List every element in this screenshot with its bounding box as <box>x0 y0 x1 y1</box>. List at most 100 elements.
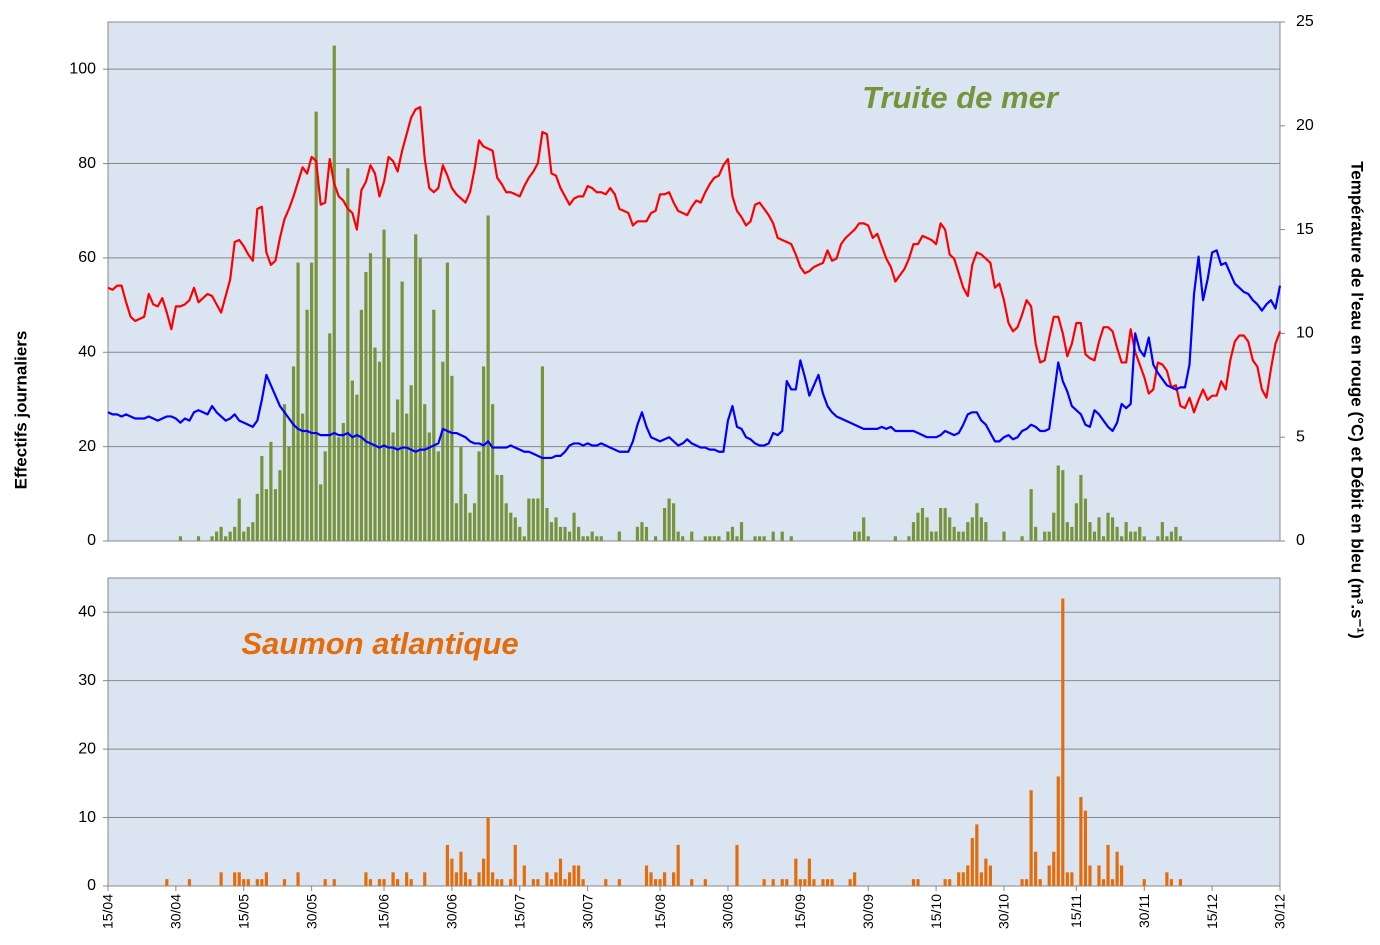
bar <box>187 879 192 886</box>
bar <box>599 536 603 541</box>
y2-tick-label: 10 <box>1296 325 1314 342</box>
bar <box>1174 526 1178 541</box>
bar <box>1034 526 1038 541</box>
bar <box>970 517 974 541</box>
y2-tick-label: 15 <box>1296 221 1314 238</box>
bar <box>246 879 250 886</box>
bar <box>427 432 431 541</box>
x-tick-label: 15/11 <box>1068 894 1084 928</box>
bar <box>300 413 305 541</box>
bar <box>595 536 599 541</box>
bar <box>513 844 517 886</box>
bar <box>332 879 336 886</box>
bar <box>291 366 296 541</box>
bar <box>165 879 169 886</box>
x-tick-label: 30/12 <box>1272 894 1288 929</box>
bar <box>970 838 974 886</box>
bar <box>907 536 911 541</box>
bar <box>386 257 391 541</box>
bar <box>219 872 223 886</box>
bar <box>382 229 386 541</box>
y-tick-label: 60 <box>78 249 96 266</box>
bar <box>1061 598 1065 886</box>
bar <box>979 517 983 541</box>
bar <box>662 507 667 541</box>
bar <box>943 507 947 541</box>
bar <box>1092 531 1097 541</box>
bar <box>495 474 499 541</box>
bar <box>780 531 784 541</box>
bar <box>1178 536 1183 541</box>
bar <box>577 865 581 886</box>
bar <box>658 879 662 886</box>
x-tick-label: 15/09 <box>792 894 808 929</box>
bar <box>1088 522 1092 541</box>
x-tick-label: 15/05 <box>235 894 251 929</box>
bar <box>1178 879 1183 886</box>
bar <box>328 333 332 541</box>
bar <box>667 498 671 541</box>
bar <box>1120 536 1124 541</box>
bar <box>1061 470 1065 541</box>
y-tick-label: 10 <box>78 809 96 826</box>
bar <box>1029 489 1033 541</box>
y-tick-label: 40 <box>78 603 96 620</box>
bar <box>1029 790 1033 886</box>
bar <box>522 865 526 886</box>
bar <box>581 536 585 541</box>
bar <box>1142 536 1146 541</box>
bar <box>273 489 278 541</box>
bar <box>785 879 789 886</box>
bar <box>572 865 576 886</box>
bar <box>1083 810 1088 886</box>
bar <box>1106 844 1110 886</box>
bar <box>463 493 468 541</box>
bar <box>269 441 273 541</box>
annotation: Truite de mer <box>862 80 1060 115</box>
bar <box>1065 522 1069 541</box>
bar <box>459 851 463 886</box>
bar <box>712 536 716 541</box>
y-tick-label: 30 <box>78 672 96 689</box>
x-tick-label: 30/06 <box>444 894 460 929</box>
bar <box>368 879 373 886</box>
bar <box>391 872 395 886</box>
bar <box>1142 879 1146 886</box>
bar <box>798 879 802 886</box>
bar <box>957 872 961 886</box>
bar <box>1034 851 1038 886</box>
bar <box>323 879 327 886</box>
bar <box>911 879 916 886</box>
bar <box>617 531 621 541</box>
bar <box>337 437 341 541</box>
bar <box>1043 531 1047 541</box>
bar <box>477 872 481 886</box>
bar <box>549 522 554 541</box>
bar <box>681 536 685 541</box>
bar <box>491 872 495 886</box>
bar <box>853 872 857 886</box>
bar <box>653 536 658 541</box>
bar <box>219 526 223 541</box>
bar <box>432 309 436 541</box>
bar <box>794 858 798 886</box>
bar <box>522 536 526 541</box>
bar <box>242 531 246 541</box>
bar <box>857 531 861 541</box>
bar <box>545 872 549 886</box>
bar <box>1165 872 1169 886</box>
bar <box>409 879 413 886</box>
bar <box>373 347 377 541</box>
bar <box>984 858 988 886</box>
bar <box>454 872 459 886</box>
bar <box>979 872 983 886</box>
bar <box>563 879 567 886</box>
y2-tick-label: 20 <box>1296 117 1314 134</box>
bar <box>920 507 925 541</box>
bar <box>1115 526 1119 541</box>
bar <box>1101 879 1106 886</box>
bar <box>1115 851 1119 886</box>
x-tick-label: 30/05 <box>303 894 319 929</box>
bar <box>1056 776 1060 886</box>
bar <box>975 824 979 886</box>
